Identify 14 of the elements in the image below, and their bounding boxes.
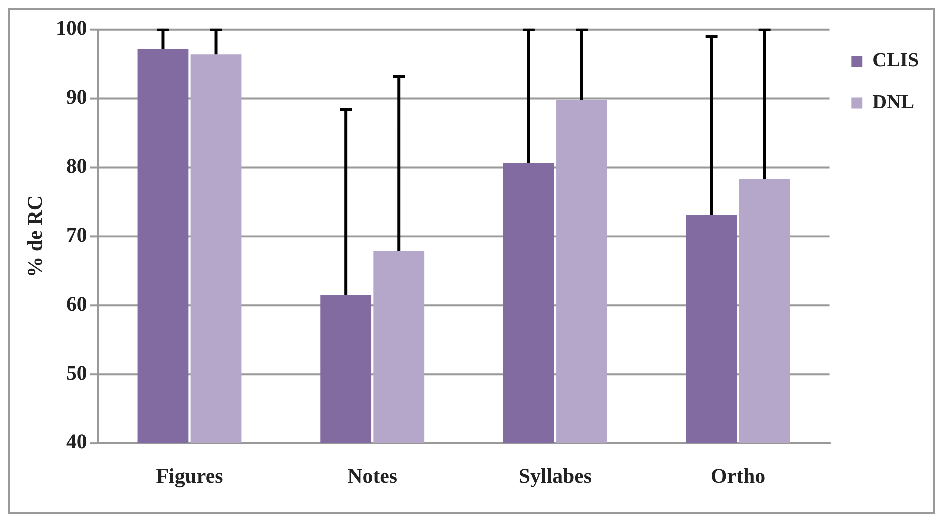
y-tick-label: 70 bbox=[66, 223, 88, 247]
y-tick-label: 50 bbox=[66, 360, 88, 385]
x-tick-label: Figures bbox=[156, 464, 224, 488]
legend-label: CLIS bbox=[872, 50, 920, 72]
y-tick-label: 40 bbox=[66, 430, 88, 454]
y-tick-label: 80 bbox=[66, 154, 88, 178]
x-tick-label: Notes bbox=[348, 464, 398, 488]
y-axis-title: % de RC bbox=[22, 196, 47, 278]
legend-label: DNL bbox=[872, 91, 915, 114]
y-tick-label: 60 bbox=[66, 292, 88, 316]
x-tick-label: Syllabes bbox=[518, 464, 592, 488]
y-tick-label: 90 bbox=[66, 85, 88, 110]
y-tick-label: 100 bbox=[56, 16, 88, 40]
x-tick-label: Ortho bbox=[711, 464, 766, 488]
